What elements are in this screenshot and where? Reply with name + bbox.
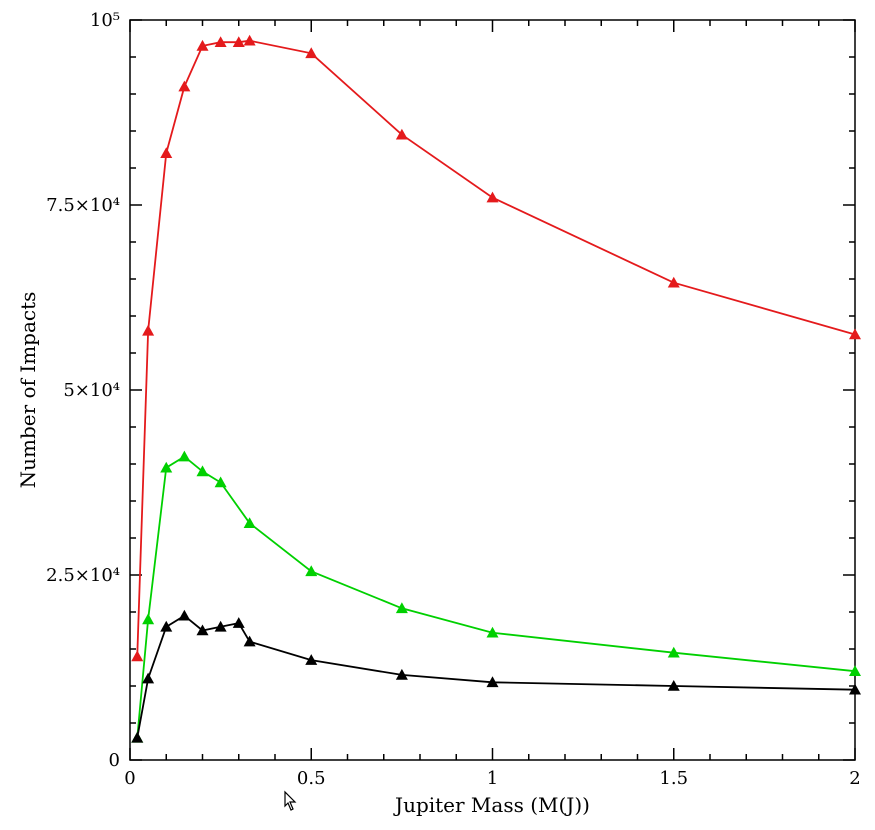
y-tick-label: 10⁵ (90, 10, 120, 31)
x-tick-label: 0 (124, 768, 135, 789)
impact-chart: 0 0.5 1 1.5 2 0 2.5×10⁴ 5×10⁴ 7.5×10⁴ 10⁵ Jupiter … (0, 0, 875, 830)
y-tick-label: 0 (109, 750, 120, 771)
x-axis-label: Jupiter Mass (M(J)) (393, 793, 590, 817)
y-axis-label: Number of Impacts (16, 292, 40, 489)
x-tick-label: 0.5 (297, 768, 326, 789)
y-tick-label: 2.5×10⁴ (46, 565, 120, 586)
x-tick-label: 1.5 (659, 768, 688, 789)
y-tick-label: 5×10⁴ (63, 380, 120, 401)
x-tick-label: 2 (849, 768, 860, 789)
x-tick-label: 1 (487, 768, 498, 789)
chart-background (0, 0, 875, 830)
y-tick-label: 7.5×10⁴ (46, 195, 120, 216)
